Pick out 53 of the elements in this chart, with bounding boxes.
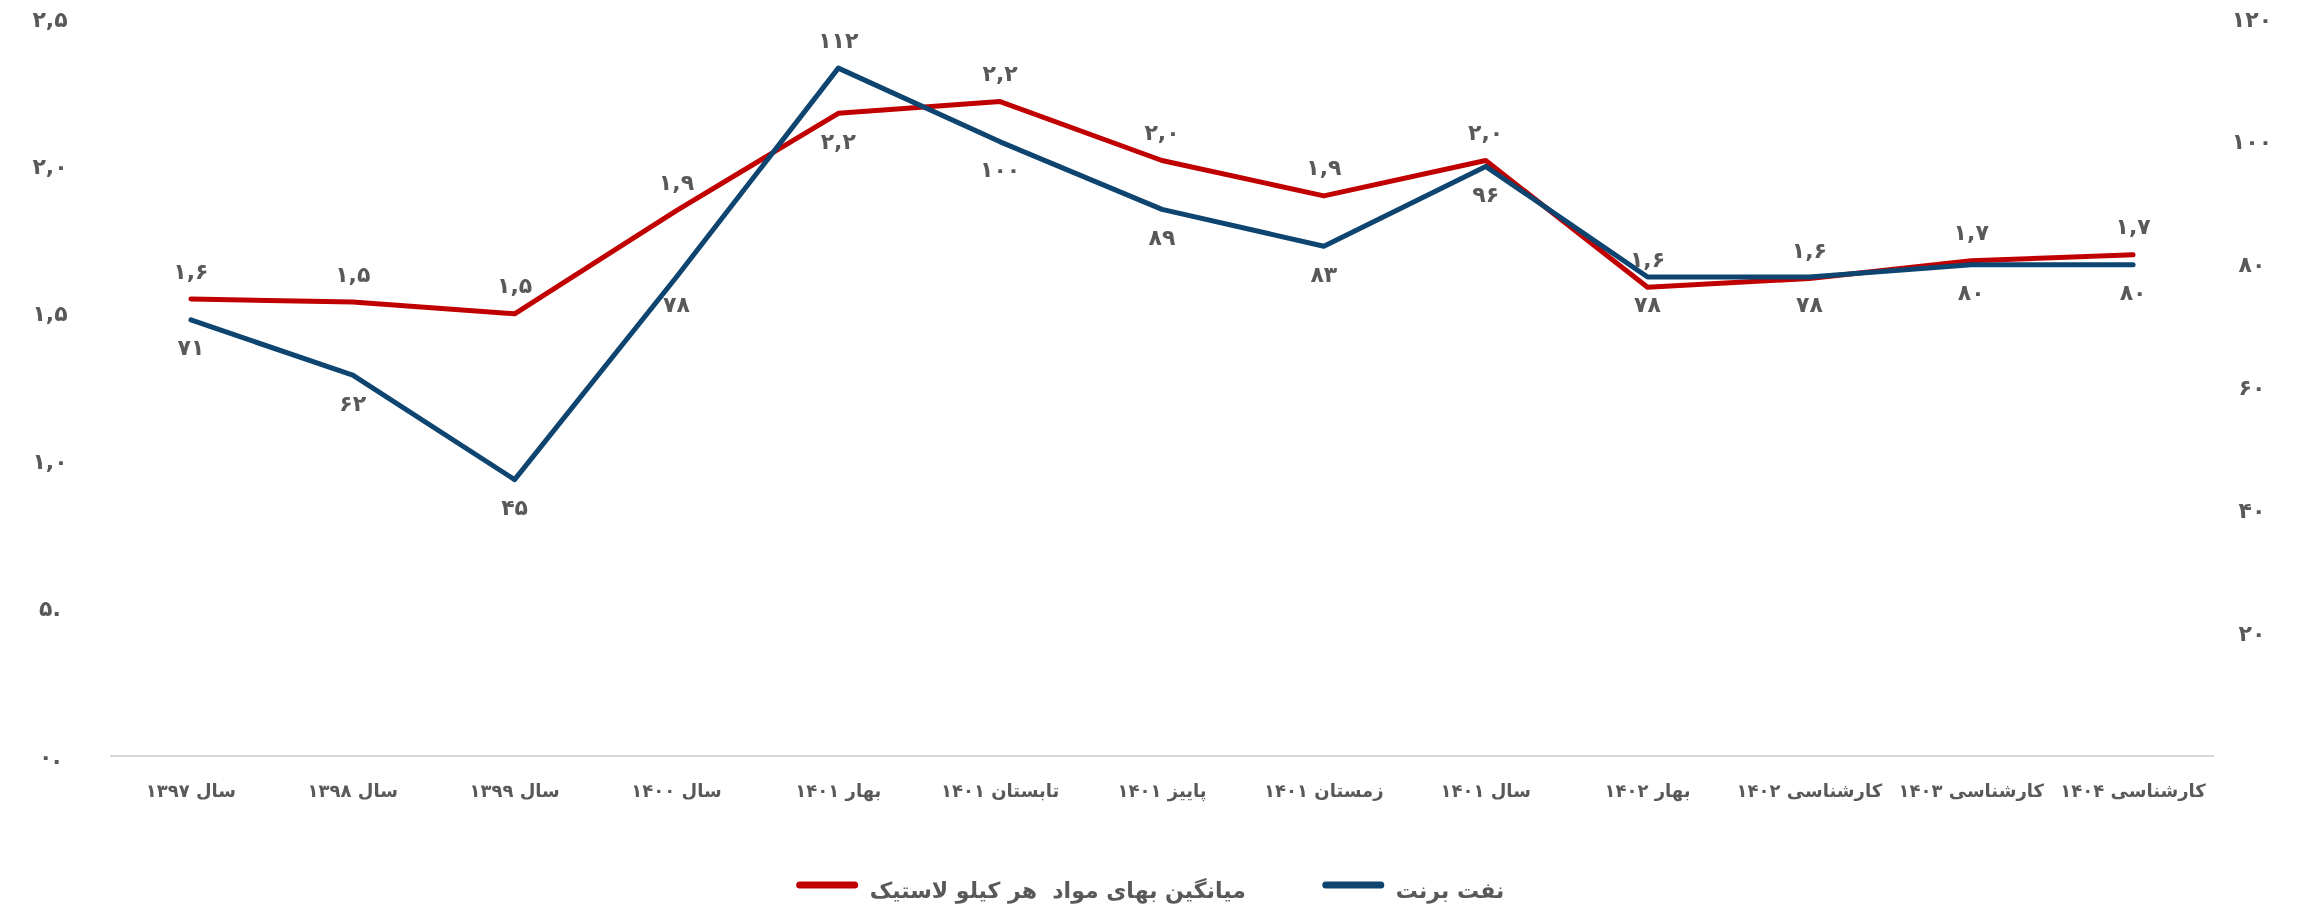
xtick: سال ۱۴۰۰ bbox=[631, 779, 722, 801]
label: ۴۵ bbox=[501, 495, 529, 521]
xtick: سال ۱۳۹۷ bbox=[145, 779, 237, 801]
label: ۲,۲ bbox=[820, 128, 856, 154]
label: ۸۰ bbox=[2119, 280, 2147, 306]
label: ۷۸ bbox=[1634, 292, 1661, 318]
label: ۱,۶ bbox=[173, 258, 209, 284]
label: ۷۱ bbox=[177, 335, 205, 361]
label: ۱,۹ bbox=[658, 170, 695, 196]
legend-label: نفت برنت bbox=[1395, 877, 1505, 904]
label: ۲,۰ bbox=[1144, 120, 1180, 145]
legend-label: میانگین بهای مواد هر کیلو لاستیک bbox=[869, 876, 1246, 904]
y2tick: ۸۰ bbox=[2238, 252, 2266, 278]
ytick: ۱,۵ bbox=[32, 301, 68, 327]
label: ۷۸ bbox=[663, 292, 690, 318]
y2tick: ۱۰۰ bbox=[2231, 129, 2273, 155]
xtick: کارشناسی ۱۴۰۲ bbox=[1736, 779, 1883, 801]
label: ۶۲ bbox=[339, 390, 367, 416]
label: ۷۸ bbox=[1795, 292, 1823, 318]
ytick: .۰ bbox=[39, 743, 61, 769]
ytick: ۱,۰ bbox=[32, 448, 68, 474]
y2tick: ۶۰ bbox=[2238, 375, 2266, 400]
label: ۸۰ bbox=[1957, 280, 1985, 306]
ytick: .۵ bbox=[39, 596, 61, 622]
ytick: ۲,۰ bbox=[32, 153, 68, 179]
label: ۱,۵ bbox=[497, 273, 533, 299]
xtick: کارشناسی ۱۴۰۳ bbox=[1898, 779, 2044, 801]
xtick: بهار ۱۴۰۱ bbox=[795, 779, 882, 801]
label: ۱,۷ bbox=[2115, 214, 2151, 240]
y2tick: ۴۰ bbox=[2238, 497, 2266, 523]
y2tick: ۲۰ bbox=[2238, 620, 2266, 646]
label: ۱,۵ bbox=[335, 261, 371, 287]
xtick: سال ۱۳۹۹ bbox=[469, 779, 560, 801]
xtick: کارشناسی ۱۴۰۴ bbox=[2060, 779, 2206, 801]
label: ۲,۰ bbox=[1468, 120, 1504, 145]
label: ۸۳ bbox=[1310, 261, 1338, 287]
xtick: سال ۱۴۰۱ bbox=[1440, 779, 1531, 801]
label: ۸۹ bbox=[1148, 224, 1176, 250]
label: ۹۶ bbox=[1472, 181, 1500, 207]
label: ۱,۷ bbox=[1953, 220, 1989, 246]
xtick: سال ۱۳۹۸ bbox=[307, 779, 398, 801]
xtick: پاییز ۱۴۰۱ bbox=[1117, 779, 1207, 801]
label: ۱,۶ bbox=[1791, 237, 1827, 263]
label: ۱۱۲ bbox=[818, 27, 859, 53]
ytick: ۲,۵ bbox=[32, 6, 68, 32]
label: ۱,۶ bbox=[1629, 246, 1666, 272]
xtick: تابستان ۱۴۰۱ bbox=[941, 779, 1060, 801]
y2tick: ۱۲۰ bbox=[2231, 6, 2273, 32]
xtick: زمستان ۱۴۰۱ bbox=[1264, 779, 1384, 801]
label: ۲,۲ bbox=[982, 61, 1018, 87]
xtick: بهار ۱۴۰۲ bbox=[1604, 779, 1691, 801]
label: ۱,۹ bbox=[1306, 155, 1342, 181]
label: ۱۰۰ bbox=[980, 157, 1021, 183]
